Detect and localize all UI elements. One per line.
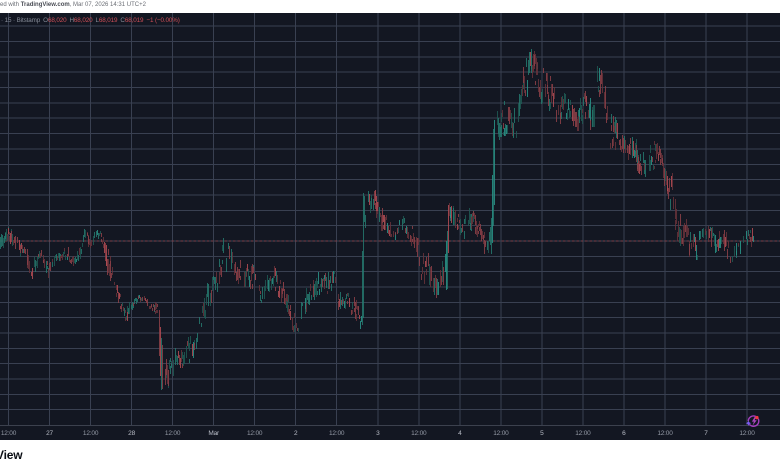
svg-text:12:00: 12:00	[657, 430, 673, 437]
svg-text:28: 28	[128, 430, 135, 437]
svg-text:12:00: 12:00	[247, 430, 263, 437]
svg-text:3: 3	[376, 430, 380, 437]
svg-text:7: 7	[704, 430, 708, 437]
svg-text:Mar: Mar	[208, 430, 220, 437]
svg-text:12:00: 12:00	[411, 430, 427, 437]
svg-text:12:00: 12:00	[329, 430, 345, 437]
svg-text:6: 6	[622, 430, 626, 437]
svg-text:27: 27	[46, 430, 53, 437]
svg-text:4: 4	[458, 430, 462, 437]
svg-text:12:00: 12:00	[1, 430, 17, 437]
svg-text:12:00: 12:00	[575, 430, 591, 437]
svg-text:2: 2	[294, 430, 298, 437]
svg-text:12:00: 12:00	[83, 430, 99, 437]
svg-text:12:00: 12:00	[165, 430, 181, 437]
svg-text:12:00: 12:00	[739, 430, 755, 437]
svg-text:5: 5	[540, 430, 544, 437]
svg-text:12:00: 12:00	[493, 430, 509, 437]
